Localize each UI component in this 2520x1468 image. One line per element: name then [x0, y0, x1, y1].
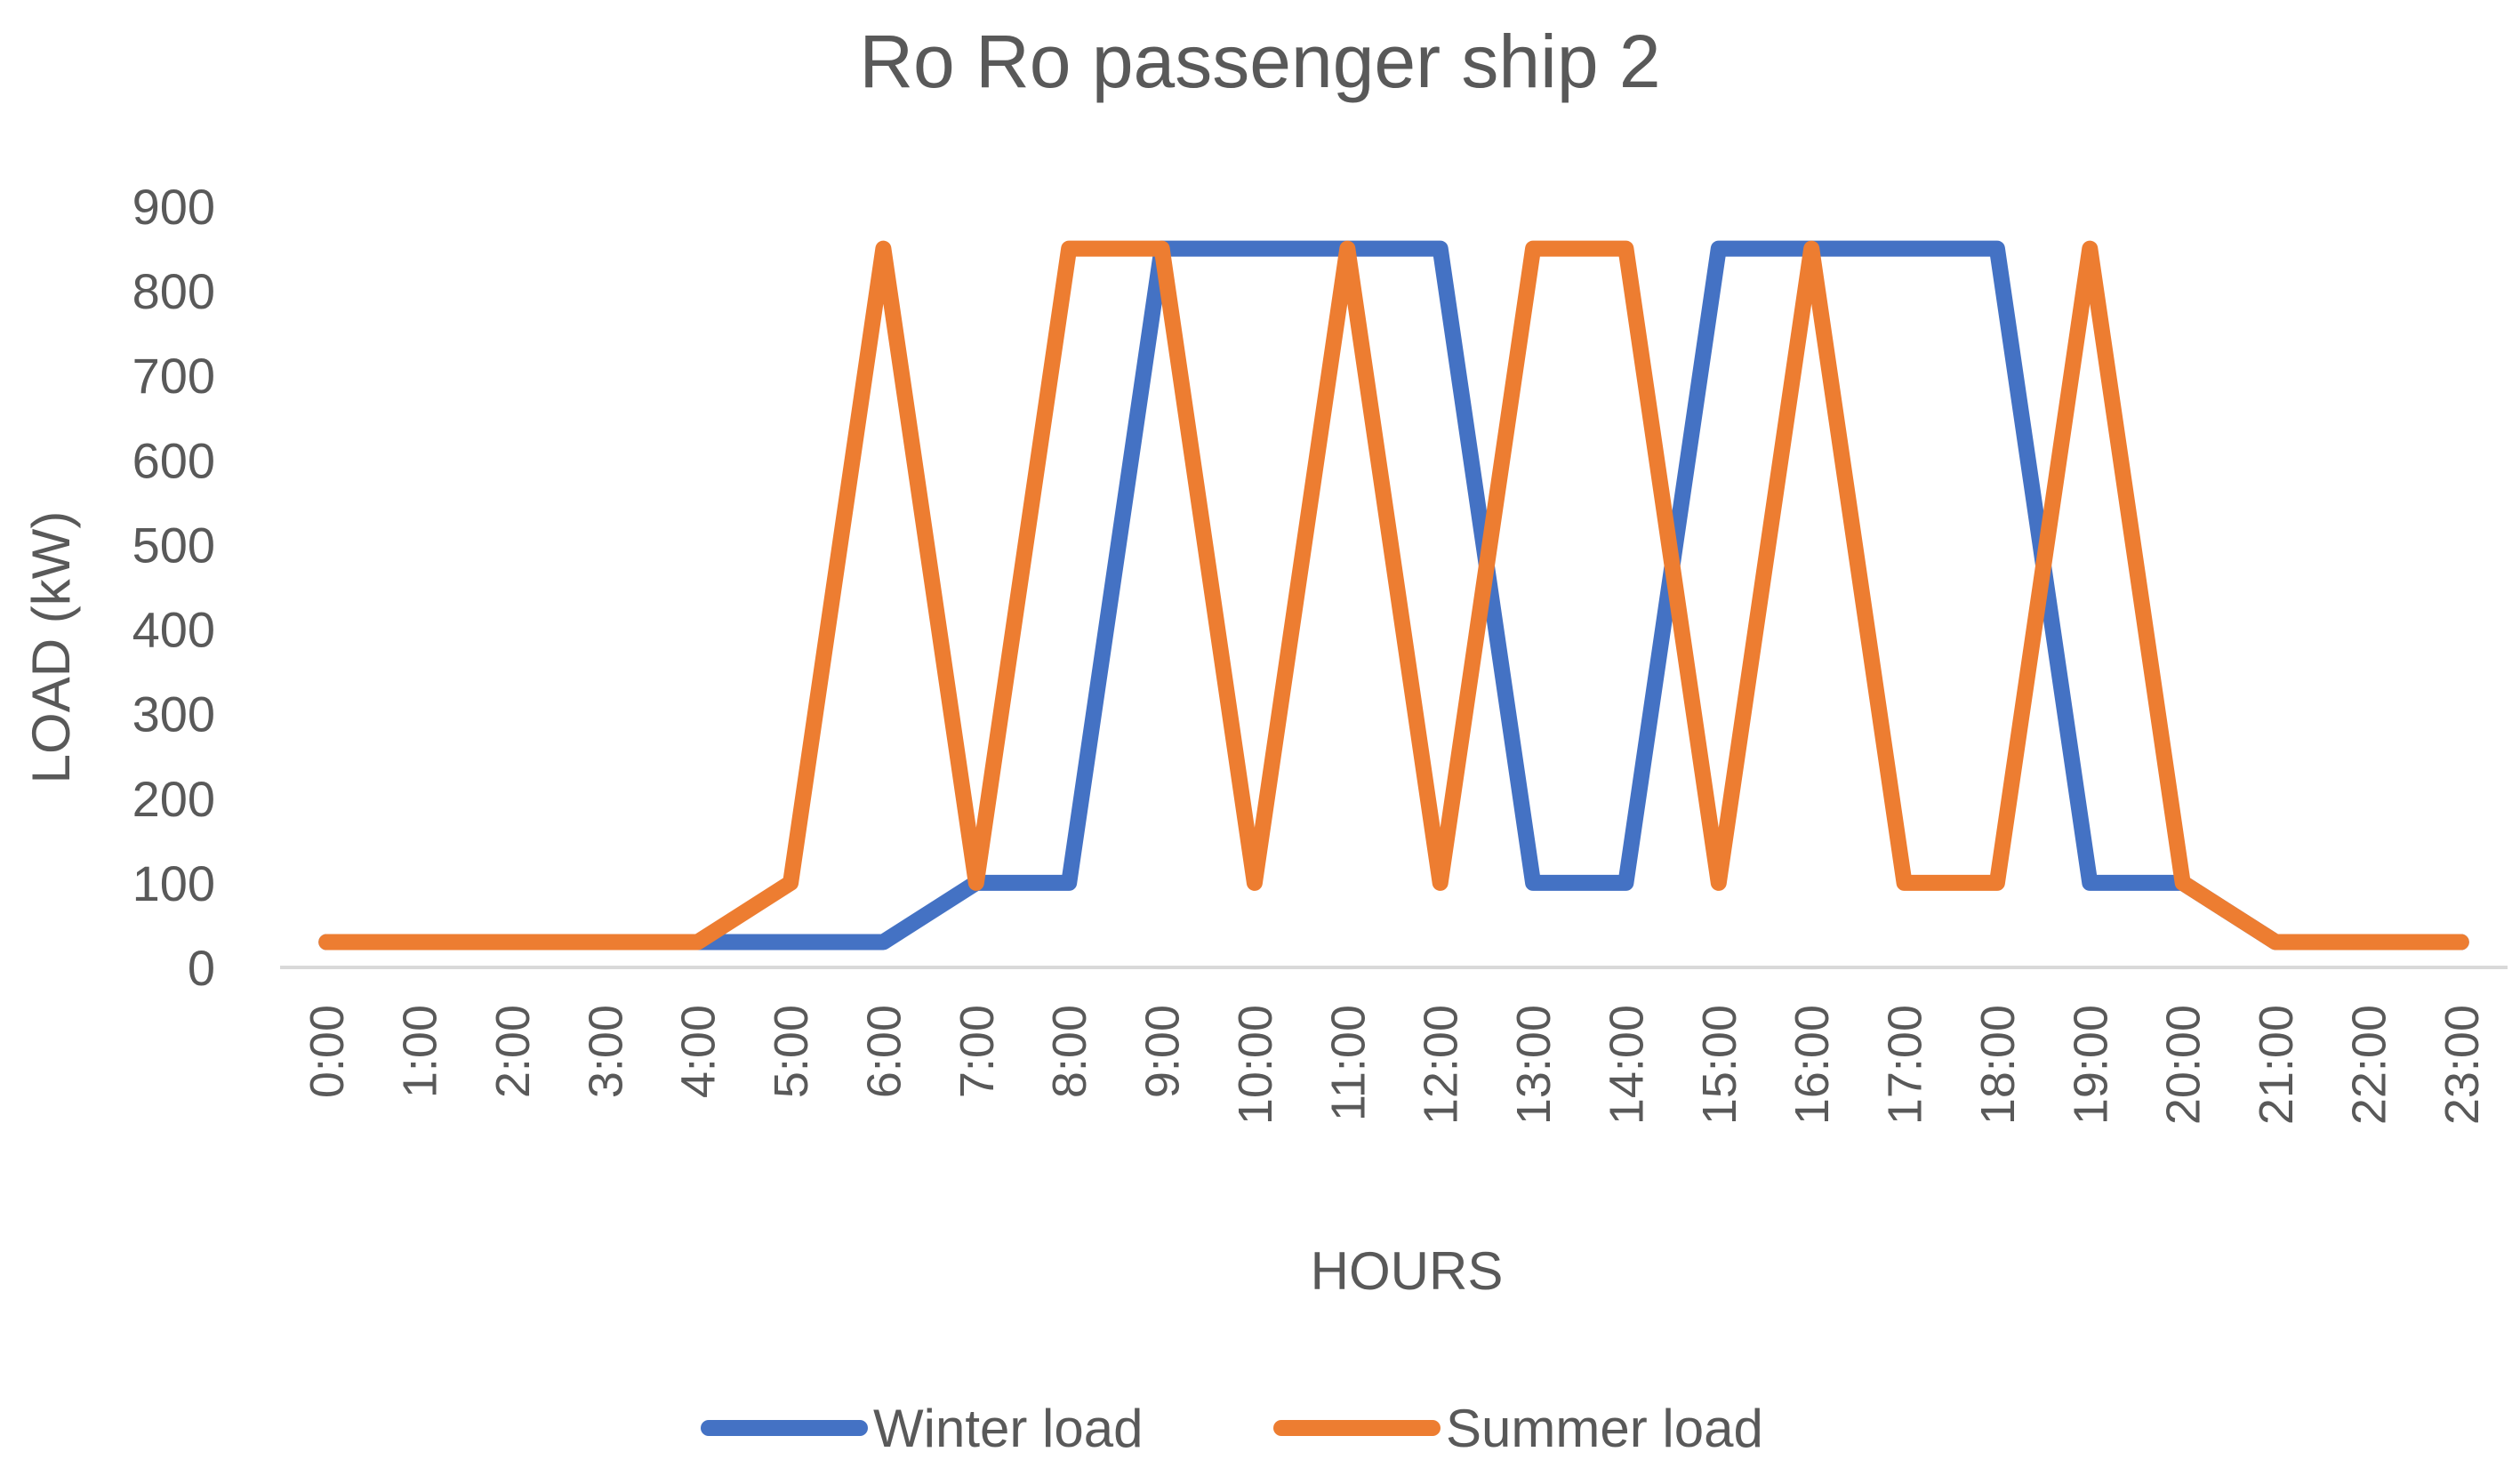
x-tick-label: 17:00 — [1879, 1005, 1932, 1125]
y-axis-label: LOAD (kW) — [21, 511, 81, 784]
x-tick-label: 12:00 — [1415, 1005, 1468, 1125]
x-tick-label: 13:00 — [1507, 1005, 1561, 1125]
x-tick-label: 9:00 — [1136, 1005, 1190, 1098]
x-tick-label: 4:00 — [672, 1005, 726, 1098]
x-tick-label: 0:00 — [301, 1005, 354, 1098]
x-tick-label: 6:00 — [857, 1005, 911, 1098]
x-tick-label: 3:00 — [579, 1005, 632, 1098]
y-tick-label: 500 — [132, 517, 215, 573]
series-line-summer-load — [318, 240, 2469, 951]
chart-title: Ro Ro passenger ship 2 — [859, 20, 1660, 103]
y-tick-label: 200 — [132, 771, 215, 827]
legend: Winter load Summer load — [701, 1399, 1763, 1458]
x-tick-label: 21:00 — [2250, 1005, 2303, 1125]
y-tick-label: 700 — [132, 348, 215, 404]
y-tick-label: 600 — [132, 432, 215, 488]
x-tick-label: 20:00 — [2157, 1005, 2211, 1125]
x-tick-label: 5:00 — [765, 1005, 818, 1098]
x-tick-label: 14:00 — [1600, 1005, 1653, 1125]
y-tick-label: 100 — [132, 855, 215, 911]
y-tick-label: 800 — [132, 263, 215, 319]
y-tick-label: 900 — [132, 179, 215, 235]
y-tick-label: 400 — [132, 602, 215, 658]
y-tick-label: 0 — [188, 940, 215, 996]
x-tick-label: 10:00 — [1229, 1005, 1282, 1125]
x-tick-label: 2:00 — [486, 1005, 540, 1098]
legend-label-summer-load: Summer load — [1446, 1399, 1763, 1458]
x-tick-label: 18:00 — [1971, 1005, 2025, 1125]
x-tick-label: 15:00 — [1693, 1005, 1746, 1125]
x-tick-label: 23:00 — [2436, 1005, 2489, 1125]
y-tick-labels: 0 100 200 300 400 500 600 700 800 900 — [132, 179, 215, 996]
x-tick-label: 22:00 — [2342, 1005, 2396, 1125]
x-tick-label: 7:00 — [951, 1005, 1004, 1098]
x-tick-label: 19:00 — [2064, 1005, 2117, 1125]
x-tick-label: 11:00 — [1321, 1005, 1375, 1121]
x-tick-label: 1:00 — [394, 1005, 447, 1098]
y-tick-label: 300 — [132, 686, 215, 742]
x-tick-labels: 0:00 1:00 2:00 3:00 4:00 5:00 6:00 7:00 8:00 9:00… — [301, 1005, 2489, 1125]
x-tick-label: 8:00 — [1043, 1005, 1096, 1098]
x-tick-label: 16:00 — [1786, 1005, 1839, 1125]
series-lines — [318, 240, 2469, 951]
x-axis-label: HOURS — [1311, 1241, 1504, 1301]
legend-label-winter-load: Winter load — [873, 1399, 1143, 1458]
